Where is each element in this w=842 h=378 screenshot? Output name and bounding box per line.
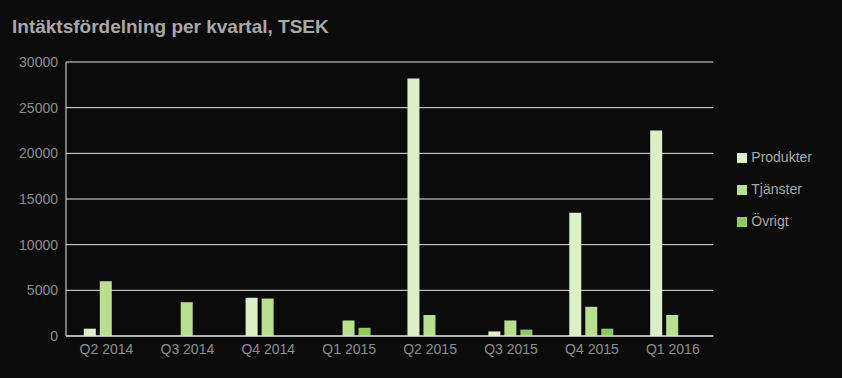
svg-text:30000: 30000 — [19, 54, 58, 70]
html-text:Intäktsfördelning per kvartal,: Intäktsfördelning per kvartal, TSEK — [12, 16, 329, 37]
html-text:Produkter: Produkter — [751, 149, 812, 165]
svg-text:5000: 5000 — [27, 282, 58, 298]
svg-text:10000: 10000 — [19, 237, 58, 253]
html-text:Tjänster: Tjänster — [751, 181, 802, 197]
svg-text:Q3 2014: Q3 2014 — [161, 341, 215, 357]
svg-text:Q2 2014: Q2 2014 — [80, 341, 134, 357]
svg-text:Q2 2015: Q2 2015 — [403, 341, 457, 357]
svg-text:Q3 2015: Q3 2015 — [484, 341, 538, 357]
svg-text:Q4 2014: Q4 2014 — [241, 341, 295, 357]
svg-text:25000: 25000 — [19, 100, 58, 116]
svg-text:Q4 2015: Q4 2015 — [565, 341, 619, 357]
svg-text:0: 0 — [50, 328, 58, 344]
svg-text:15000: 15000 — [19, 191, 58, 207]
svg-text:20000: 20000 — [19, 145, 58, 161]
html-text:Övrigt: Övrigt — [751, 213, 789, 229]
svg-text:Q1 2015: Q1 2015 — [322, 341, 376, 357]
svg-text:Q1 2016: Q1 2016 — [646, 341, 700, 357]
